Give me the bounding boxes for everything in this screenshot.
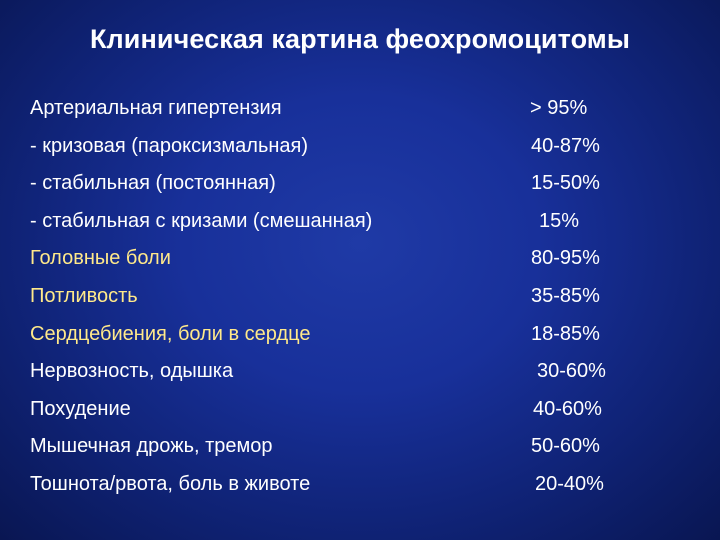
row-label: Мышечная дрожь, тремор [30,435,273,458]
row-value: 30-60% [537,360,606,383]
list-item: Тошнота/рвота, боль в животе 20-40% [30,466,670,504]
row-label: - кризовая (пароксизмальная) [30,134,309,157]
list-item: Головные боли 80-95% [30,240,670,278]
row-label: Нервозность, одышка [30,360,234,383]
list-item: Потливость 35-85% [30,278,670,316]
symptom-list: Артериальная гипертензия > 95% - кризова… [30,90,670,504]
row-label: Потливость [30,284,138,307]
slide-title: Клиническая картина феохромоцитомы [89,24,631,54]
list-item: Артериальная гипертензия > 95% [30,90,670,128]
list-item: Мышечная дрожь, тремор 50-60% [30,428,670,466]
list-item: Сердцебиения, боли в сердце 18-85% [30,316,670,354]
row-label: Сердцебиения, боли в сердце [30,322,311,345]
row-value: 40-87% [531,134,600,157]
row-label: Артериальная гипертензия [30,97,282,119]
row-value: 15-50% [531,172,600,195]
row-label: - стабильная с кризами (смешанная) [30,209,373,232]
row-label: Тошнота/рвота, боль в животе [30,472,311,495]
row-label: Похудение [30,397,131,420]
list-item: Нервозность, одышка 30-60% [30,353,670,391]
row-value: 40-60% [533,397,602,420]
row-value: 80-95% [531,247,600,270]
row-value: > 95% [530,97,588,119]
row-label: - стабильная (постоянная) [30,172,276,195]
row-value: 50-60% [531,435,600,458]
row-label: Головные боли [30,247,171,270]
list-item: - стабильная с кризами (смешанная) 15% [30,203,670,241]
row-value: 15% [539,209,580,232]
list-item: - кризовая (пароксизмальная) 40-87% [30,128,670,166]
list-item: - стабильная (постоянная) 15-50% [30,165,670,203]
list-item: Похудение 40-60% [30,391,670,429]
row-value: 20-40% [535,472,604,495]
row-value: 18-85% [531,322,600,345]
row-value: 35-85% [531,284,600,307]
